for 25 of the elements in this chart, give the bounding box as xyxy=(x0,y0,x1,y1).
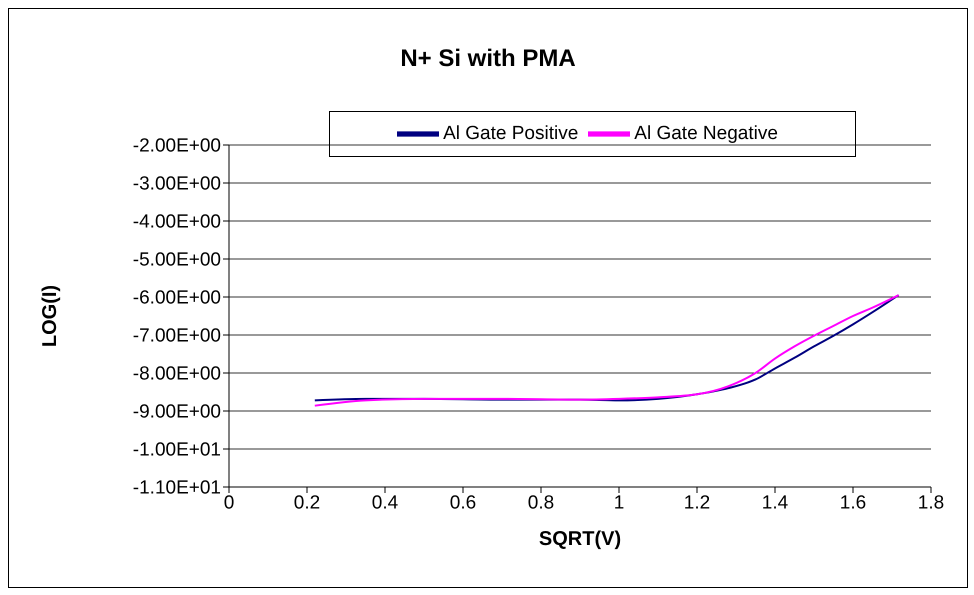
y-axis-title: LOG(I) xyxy=(39,284,62,348)
y-tick-label: -3.00E+00 xyxy=(132,174,221,195)
legend-label: Al Gate Negative xyxy=(634,123,778,144)
y-tick-label: -9.00E+00 xyxy=(132,402,221,423)
x-axis-title: SQRT(V) xyxy=(538,528,622,550)
x-tick-label: 0.2 xyxy=(294,492,320,514)
x-tick-label: 0.4 xyxy=(372,492,399,514)
x-tick-label: 0.8 xyxy=(528,492,554,514)
y-tick-label: -1.10E+01 xyxy=(132,478,221,499)
x-tick-label: 1 xyxy=(614,492,624,514)
legend-label: Al Gate Positive xyxy=(443,123,578,144)
y-tick-label: -4.00E+00 xyxy=(132,212,221,233)
x-tick-label: 1.4 xyxy=(762,492,789,514)
y-tick-label: -5.00E+00 xyxy=(132,250,221,271)
chart-title: N+ Si with PMA xyxy=(399,45,577,73)
x-tick-label: 0 xyxy=(224,492,234,514)
y-tick-label: -2.00E+00 xyxy=(132,136,221,157)
x-tick-label: 0.6 xyxy=(450,492,476,514)
x-tick-label: 1.2 xyxy=(684,492,710,514)
x-tick-label: 1.6 xyxy=(840,492,866,514)
x-tick-label: 1.8 xyxy=(918,492,944,514)
y-tick-label: -1.00E+01 xyxy=(132,440,221,461)
y-tick-label: -8.00E+00 xyxy=(132,364,221,385)
y-tick-label: -7.00E+00 xyxy=(132,326,221,347)
y-tick-label: -6.00E+00 xyxy=(132,288,221,309)
